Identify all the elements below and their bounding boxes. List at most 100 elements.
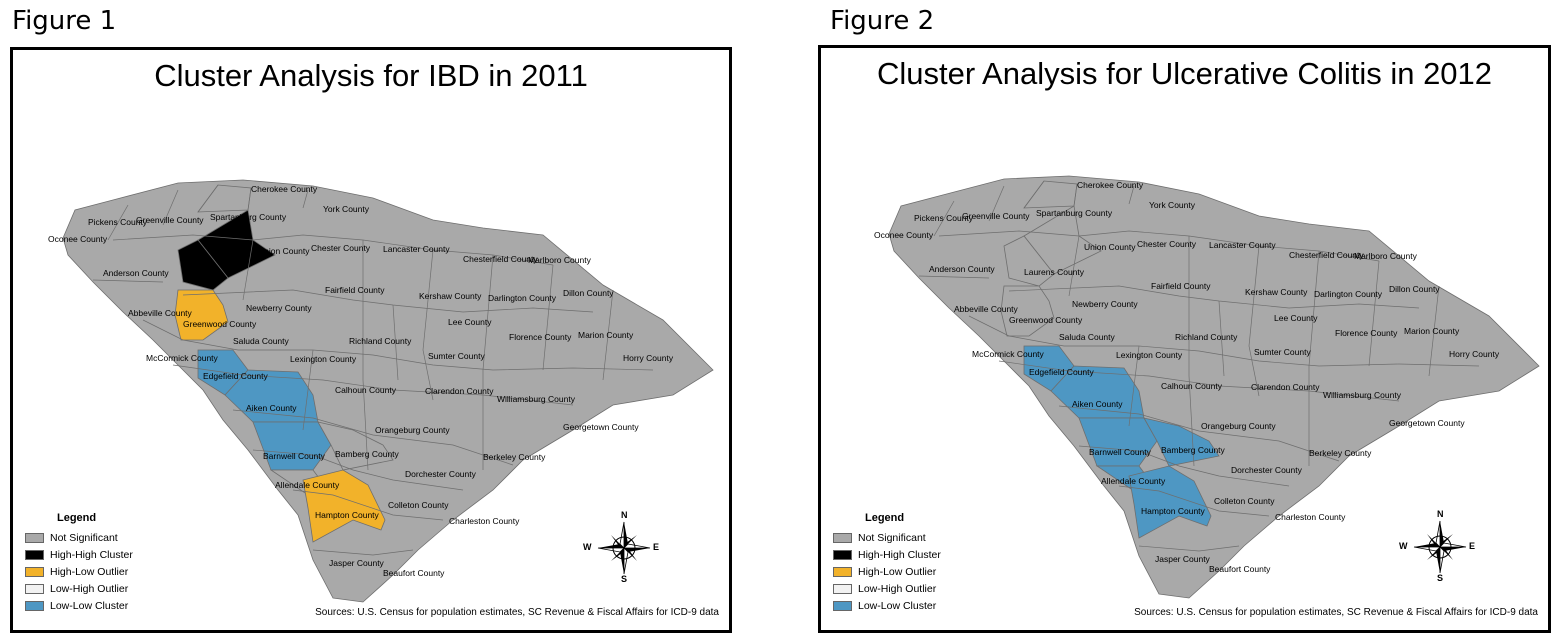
county-border	[1128, 345, 1140, 427]
county-label-marlboro: Marlboro County	[528, 255, 592, 265]
county-border	[968, 315, 1480, 367]
legend-title: Legend	[57, 512, 97, 524]
county-border	[1128, 185, 1135, 205]
county-label-spartanburg: Spartanburg County	[1036, 208, 1113, 218]
compass-rose-icon: N S E W	[1399, 509, 1475, 583]
county-border	[112, 234, 554, 266]
legend-label: High-High Cluster	[858, 548, 941, 561]
figure-2-sources: Sources: U.S. Census for population esti…	[1134, 607, 1538, 618]
county-label-dorchester: Dorchester County	[1231, 465, 1303, 475]
county-label-lancaster: Lancaster County	[1209, 240, 1276, 250]
county-border	[1023, 180, 1045, 209]
county-barnwell	[252, 421, 332, 471]
county-border	[422, 249, 434, 401]
legend-item-not-significant: Not Significant	[25, 529, 133, 546]
county-greenwood	[1000, 285, 1055, 337]
county-label-horry: Horry County	[623, 353, 674, 363]
county-label-newberry: Newberry County	[1072, 299, 1138, 309]
compass-n: N	[1437, 509, 1444, 519]
county-border	[1218, 300, 1225, 377]
county-label-greenwood: Greenwood County	[183, 319, 257, 329]
county-label-allendale: Allendale County	[1101, 476, 1166, 486]
county-bamberg	[317, 421, 394, 471]
county-label-saluda: Saluda County	[233, 336, 290, 346]
county-border	[918, 275, 990, 279]
legend-label: Low-Low Cluster	[50, 599, 129, 612]
county-label-lee: Lee County	[1274, 313, 1318, 323]
county-border	[1073, 183, 1078, 207]
compass-rose-icon: N S E W	[583, 510, 659, 584]
county-laurens	[1003, 235, 1055, 287]
county-border	[1138, 545, 1240, 552]
county-label-lancaster: Lancaster County	[383, 244, 450, 254]
figure-1-title: Cluster Analysis for IBD in 2011	[154, 58, 588, 93]
county-border	[302, 189, 309, 209]
county-label-lexington: Lexington County	[290, 354, 357, 364]
legend-item-high-low: High-Low Outlier	[833, 563, 941, 580]
county-label-greenwood: Greenwood County	[1009, 315, 1083, 325]
county-border	[107, 204, 129, 241]
county-border	[242, 239, 254, 301]
county-label-beaufort: Beaufort County	[1209, 564, 1271, 574]
legend-swatch	[833, 600, 852, 611]
county-label-bamberg: Bamberg County	[1161, 445, 1226, 455]
county-label-charleston: Charleston County	[1275, 512, 1346, 522]
legend-item-high-high: High-High Cluster	[833, 546, 941, 563]
county-label-cherokee: Cherokee County	[251, 184, 318, 194]
county-label-orangeburg: Orangeburg County	[1201, 421, 1276, 431]
county-bamberg	[1143, 417, 1220, 467]
county-border	[1188, 236, 1195, 467]
county-label-dillon: Dillon County	[563, 288, 614, 298]
county-border	[1068, 235, 1080, 297]
compass-s: S	[621, 574, 628, 584]
legend-label: Not Significant	[858, 531, 926, 544]
figure-2-title: Cluster Analysis for Ulcerative Colitis …	[876, 56, 1493, 91]
county-border	[933, 200, 955, 237]
county-label-clarendon: Clarendon County	[1251, 382, 1320, 392]
county-border	[1368, 260, 1380, 367]
county-label-anderson: Anderson County	[103, 268, 169, 278]
county-label-georgetown: Georgetown County	[1389, 418, 1465, 428]
county-border	[1428, 285, 1440, 377]
county-label-fairfield: Fairfield County	[1151, 281, 1211, 291]
county-label-saluda: Saluda County	[1059, 332, 1116, 342]
legend-item-high-low: High-Low Outlier	[25, 563, 133, 580]
county-hampton	[302, 469, 386, 543]
county-label-orangeburg: Orangeburg County	[375, 425, 450, 435]
county-label-clarendon: Clarendon County	[425, 386, 494, 396]
county-greenwood	[174, 289, 229, 341]
county-border	[988, 185, 1005, 222]
compass-n: N	[621, 510, 628, 520]
county-label-berkeley: Berkeley County	[1309, 448, 1372, 458]
legend-swatch	[25, 549, 44, 560]
legend-swatch	[25, 600, 44, 611]
county-label-chester: Chester County	[311, 243, 371, 253]
legend-swatch	[25, 583, 44, 594]
county-border	[292, 489, 444, 521]
county-label-dorchester: Dorchester County	[405, 469, 477, 479]
county-label-marion: Marion County	[578, 330, 634, 340]
county-label-marlboro: Marlboro County	[1354, 251, 1418, 261]
county-border	[1078, 445, 1290, 487]
county-label-barnwell: Barnwell County	[263, 451, 326, 461]
county-border	[602, 289, 614, 381]
county-label-chester: Chester County	[1137, 239, 1197, 249]
county-label-horry: Horry County	[1449, 349, 1500, 359]
county-label-union: Union County	[258, 246, 310, 256]
county-label-florence: Florence County	[509, 332, 572, 342]
county-border	[542, 264, 554, 371]
figure-1-map: Cherokee County York County Pickens County…	[48, 179, 714, 603]
county-label-edgefield: Edgefield County	[1029, 367, 1094, 377]
figure-1-panel: Cluster Analysis for IBD in 2011 Cheroke…	[10, 47, 732, 633]
county-border	[197, 184, 219, 213]
county-border	[1308, 250, 1320, 466]
legend-label: Not Significant	[50, 531, 118, 544]
county-label-allendale: Allendale County	[275, 480, 340, 490]
county-border	[362, 240, 369, 471]
figure-2-legend: Legend Not Significant High-High Cluster H…	[833, 512, 941, 614]
county-label-chesterfield: Chesterfield County	[1289, 250, 1364, 260]
legend-item-high-high: High-High Cluster	[25, 546, 133, 563]
county-border	[142, 319, 654, 371]
legend-swatch	[833, 532, 852, 543]
county-label-kershaw: Kershaw County	[1245, 287, 1308, 297]
